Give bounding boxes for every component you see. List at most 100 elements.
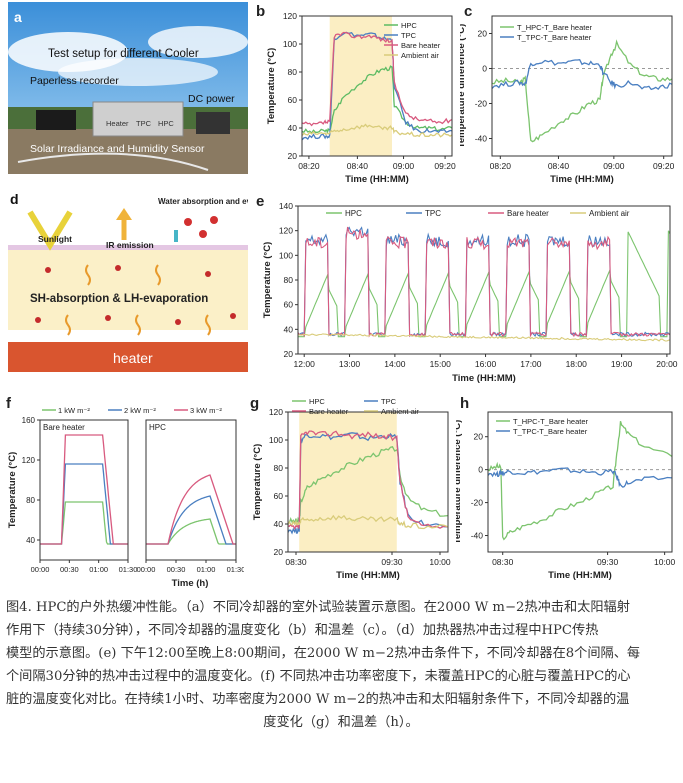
legend-entry: Ambient air <box>401 51 439 60</box>
legend-entry: Bare heater <box>309 407 349 416</box>
heater-text: heater <box>113 350 153 366</box>
plot-frame <box>297 205 671 355</box>
setup-title: Test setup for different Cooler <box>48 48 199 60</box>
legend-entry: Bare heater <box>507 209 549 218</box>
y-axis-label: Temperature (°C) <box>266 48 277 124</box>
caption-line: 图4. HPC的户外热缓冲性能。（a）不同冷却器的室外试验装置示意图。在2000… <box>6 600 630 615</box>
x-tick-label: 18:00 <box>566 359 588 369</box>
y-axis-label: Temperature (°C) <box>262 242 273 318</box>
y-tick-label: 160 <box>22 416 36 425</box>
legend-entry: Ambient air <box>381 407 419 416</box>
x-axis-label: Time (HH:MM) <box>345 174 409 185</box>
legend-entry: 3 kW m⁻² <box>190 406 222 415</box>
plot-frame <box>287 411 449 553</box>
y-tick-label: 20 <box>474 432 484 442</box>
series-line <box>40 501 128 545</box>
x-tick-label: 17:00 <box>520 359 542 369</box>
x-tick-label: 09:00 <box>603 161 625 171</box>
caption-line: 作用下（持续30分钟），不同冷却器的温度变化（b）和温差（c）。（d）加热器热冲… <box>6 623 599 638</box>
y-tick-label: 120 <box>22 456 36 465</box>
y-tick-label: 80 <box>288 67 298 77</box>
y-tick-label: 40 <box>26 536 35 545</box>
legend-entry: T_HPC-T_Bare heater <box>513 417 589 426</box>
x-tick-label: 10:00 <box>654 557 676 567</box>
panel-a-photo: a Test setup for different Cooler Paperl… <box>8 2 248 174</box>
panel-d-schematic: d Sunlight IR emission Water absorption … <box>8 190 248 380</box>
x-tick-label: 12:00 <box>294 359 316 369</box>
legend-entry: TPC <box>401 31 417 40</box>
x-tick-label: 01:30 <box>119 565 138 574</box>
x-tick-label: 00:30 <box>60 565 79 574</box>
sh-lh-label: SH-absorption & LH-evaporation <box>30 293 208 305</box>
legend-entry: Bare heater <box>401 41 441 50</box>
y-tick-label: 0 <box>478 465 483 475</box>
legend-entry: T_TPC-T_Bare heater <box>517 33 592 42</box>
chart-h: h -40 -20 0 20 08:30 09:30 10:00 Time (HH:MM) Tem… <box>456 395 676 581</box>
y-tick-label: 120 <box>283 11 297 21</box>
panel-d-label: d <box>10 191 19 207</box>
y-tick-label: 120 <box>279 226 293 236</box>
y-tick-label: 120 <box>269 407 283 417</box>
recorder-label: Paperless recorder <box>30 75 119 87</box>
plot-frame <box>301 15 453 157</box>
heater-board <box>92 101 184 137</box>
y-tick-label: 140 <box>279 201 293 211</box>
x-tick-label: 16:00 <box>475 359 497 369</box>
series-line-ambient-air <box>301 123 453 138</box>
series-line-amb <box>297 333 671 342</box>
chart-f: f 1 kW m⁻² 2 kW m⁻² 3 kW m⁻² Bare heater 00:0… <box>6 395 244 588</box>
legend-entry: TPC <box>425 209 441 218</box>
plot-frame <box>491 15 673 157</box>
y-tick-label: 60 <box>274 491 284 501</box>
y-tick-label: 60 <box>284 300 294 310</box>
x-tick-label: 08:20 <box>298 161 320 171</box>
panel-label: g <box>250 395 259 412</box>
y-axis-label: Temperature (°C) <box>252 444 263 520</box>
series-line-bare-heater <box>287 430 449 530</box>
figure-caption: 图4. HPC的户外热缓冲性能。（a）不同冷却器的室外试验装置示意图。在2000… <box>6 596 676 734</box>
y-tick-label: 0 <box>482 64 487 74</box>
caption-line: 度变化（g）和温差（h）。 <box>263 715 419 730</box>
x-tick-label: 00:00 <box>31 565 50 574</box>
x-axis-label: Time (h) <box>172 578 209 588</box>
series-line-t-tpc-t-bare-heater <box>491 58 673 91</box>
series-line <box>146 495 236 545</box>
sunlight-label: Sunlight <box>38 234 72 244</box>
x-tick-label: 13:00 <box>339 359 361 369</box>
series-line-ambient-air <box>287 514 449 530</box>
x-tick-label: 01:30 <box>227 565 244 574</box>
y-tick-label: 20 <box>274 547 284 557</box>
y-tick-label: 20 <box>288 151 298 161</box>
x-tick-label: 00:30 <box>167 565 186 574</box>
legend-entry: Ambient air <box>589 209 630 218</box>
heater-block <box>8 342 248 372</box>
heater-label: Heater <box>106 119 129 128</box>
y-tick-label: 40 <box>288 123 298 133</box>
dc-power-device <box>196 112 230 134</box>
plot-frame <box>487 411 673 553</box>
legend-entry: TPC <box>381 397 397 406</box>
panel-label: f <box>6 395 12 412</box>
x-tick-label: 15:00 <box>430 359 452 369</box>
x-tick-label: 09:20 <box>653 161 675 171</box>
x-tick-label: 08:40 <box>548 161 570 171</box>
chart-g: g 20 40 60 80 100 120 08:30 09:30 10:00 Time (HH:M… <box>250 395 451 581</box>
x-tick-label: 08:20 <box>490 161 512 171</box>
chart-e: e 20 40 60 80 100 120 140 12:00 13:00 14:00 15:00 16… <box>256 193 678 384</box>
legend-entry: T_HPC-T_Bare heater <box>517 23 593 32</box>
subplot-title: HPC <box>149 423 166 432</box>
x-tick-label: 19:00 <box>611 359 633 369</box>
y-axis-label: Temperature difference (°C) <box>456 420 463 545</box>
y-tick-label: -40 <box>475 134 488 144</box>
y-tick-label: 40 <box>274 519 284 529</box>
subplot-title: Bare heater <box>43 423 85 432</box>
series-line-t-hpc-t-bare-heater <box>491 39 673 143</box>
ir-label: IR emission <box>106 240 154 250</box>
legend-entry: HPC <box>345 209 362 218</box>
y-tick-label: -40 <box>471 531 484 541</box>
y-tick-label: -20 <box>471 498 484 508</box>
caption-line: 模型的示意图。(e) 下午12:00至晚上8:00期间，在2000 W m−2热… <box>6 646 641 661</box>
y-tick-label: 80 <box>284 275 294 285</box>
y-tick-label: -20 <box>475 99 488 109</box>
sunlight-icon <box>27 210 73 251</box>
